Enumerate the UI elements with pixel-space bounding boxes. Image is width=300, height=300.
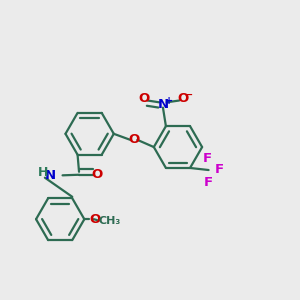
Text: N: N (45, 169, 56, 182)
Text: H: H (38, 166, 48, 179)
Text: F: F (202, 152, 212, 165)
Text: O: O (91, 168, 102, 181)
Text: O: O (90, 213, 101, 226)
Text: F: F (204, 176, 213, 189)
Text: −: − (184, 90, 194, 100)
Text: O: O (177, 92, 189, 105)
Text: F: F (215, 163, 224, 176)
Text: +: + (165, 95, 173, 106)
Text: CH₃: CH₃ (98, 216, 121, 226)
Text: O: O (128, 133, 140, 146)
Text: N: N (158, 98, 169, 111)
Text: O: O (138, 92, 149, 105)
